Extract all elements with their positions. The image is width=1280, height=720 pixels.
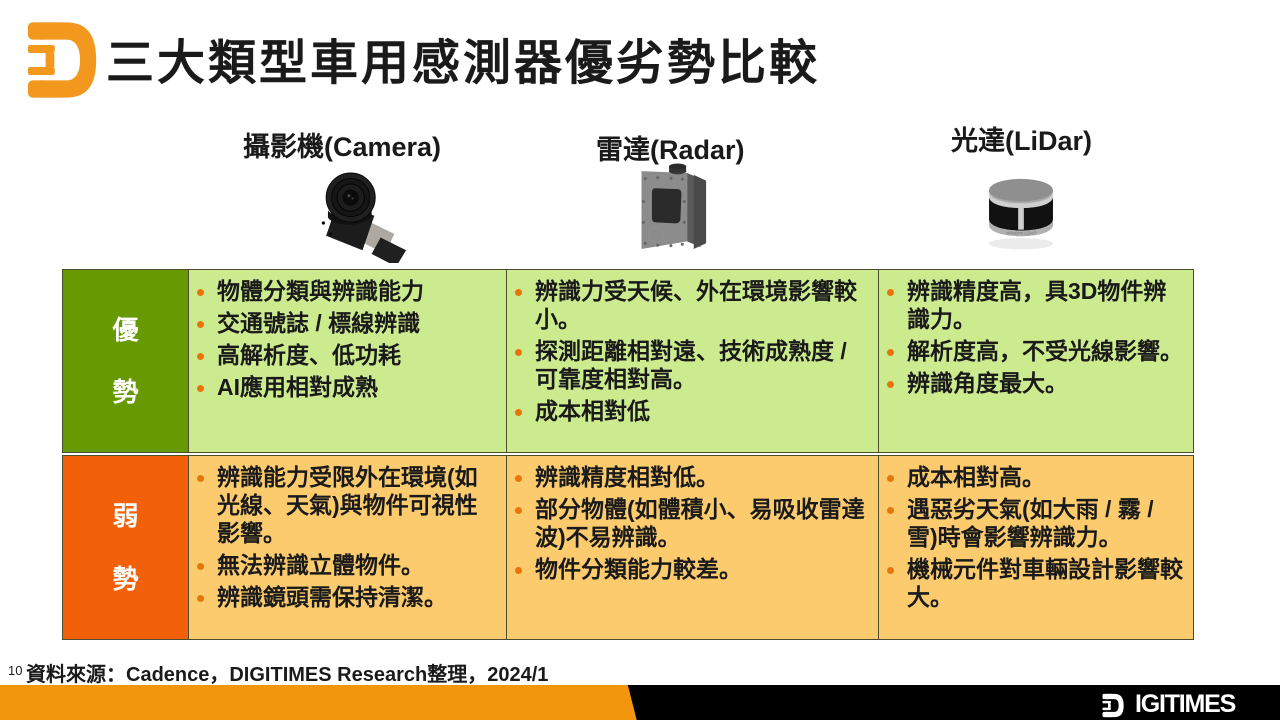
svg-text:Velodyne LiDAR: Velodyne LiDAR (1006, 230, 1037, 235)
